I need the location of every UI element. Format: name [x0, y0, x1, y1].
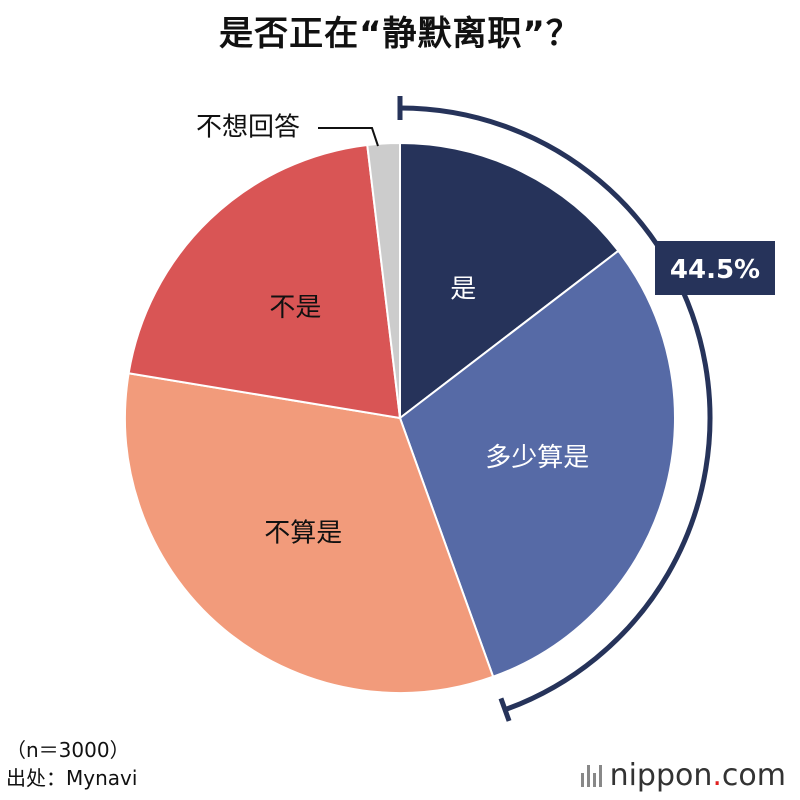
sample-size: （n＝3000） — [6, 738, 130, 762]
percent-box — [655, 241, 775, 295]
brand-dot: . — [712, 758, 722, 793]
pie-slice-0 — [399, 141, 620, 421]
pie-slice-4 — [366, 141, 401, 419]
bracket-cap-end — [498, 697, 512, 722]
bracket-annotation: 44.5% — [397, 96, 775, 722]
percent-label: 44.5% — [670, 255, 760, 285]
pie-slice-2 — [124, 372, 495, 694]
brand-name-part: nippon — [609, 758, 713, 793]
source-text: 出处：Mynavi — [6, 766, 138, 790]
pie-slice-1 — [398, 249, 676, 679]
bracket-arc — [399, 105, 713, 713]
chart-title: 是否正在“静默离职”？ — [219, 14, 581, 54]
slice-label-2: 不算是 — [264, 519, 342, 549]
slice-label-3: 不是 — [269, 293, 321, 323]
brand-name-tld: com — [721, 758, 786, 793]
slice-label-1: 多少算是 — [485, 443, 589, 473]
leader-line — [318, 127, 379, 147]
brand-bars-icon — [580, 764, 602, 787]
slice-label-0: 是 — [450, 274, 476, 304]
source-note: （n＝3000） 出处：Mynavi — [6, 736, 137, 792]
brand-logo: nippon. com — [580, 758, 786, 793]
pie-slice-3 — [127, 143, 402, 420]
slice-label-4: 不想回答 — [196, 113, 300, 143]
